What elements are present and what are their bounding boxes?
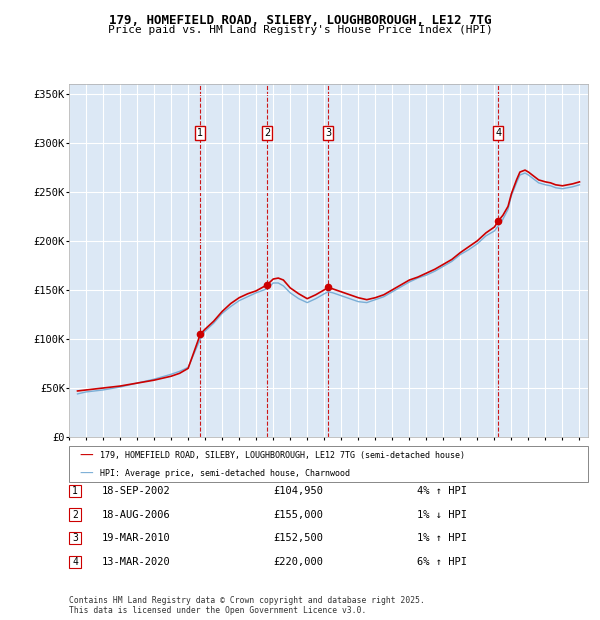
Text: —: — bbox=[80, 448, 94, 463]
Text: 3: 3 bbox=[72, 533, 78, 543]
Text: 1: 1 bbox=[197, 128, 203, 138]
Text: Contains HM Land Registry data © Crown copyright and database right 2025.
This d: Contains HM Land Registry data © Crown c… bbox=[69, 596, 425, 615]
Text: 179, HOMEFIELD ROAD, SILEBY, LOUGHBOROUGH, LE12 7TG: 179, HOMEFIELD ROAD, SILEBY, LOUGHBOROUG… bbox=[109, 14, 491, 27]
Text: 2: 2 bbox=[264, 128, 270, 138]
Text: £155,000: £155,000 bbox=[273, 510, 323, 520]
Text: 4% ↑ HPI: 4% ↑ HPI bbox=[417, 486, 467, 496]
Text: HPI: Average price, semi-detached house, Charnwood: HPI: Average price, semi-detached house,… bbox=[100, 469, 350, 478]
Text: 18-SEP-2002: 18-SEP-2002 bbox=[102, 486, 171, 496]
Text: 4: 4 bbox=[72, 557, 78, 567]
Text: 13-MAR-2020: 13-MAR-2020 bbox=[102, 557, 171, 567]
Text: 4: 4 bbox=[495, 128, 501, 138]
Text: 19-MAR-2010: 19-MAR-2010 bbox=[102, 533, 171, 543]
Text: £152,500: £152,500 bbox=[273, 533, 323, 543]
Text: 1% ↑ HPI: 1% ↑ HPI bbox=[417, 533, 467, 543]
Text: Price paid vs. HM Land Registry's House Price Index (HPI): Price paid vs. HM Land Registry's House … bbox=[107, 25, 493, 35]
Text: —: — bbox=[80, 466, 94, 480]
Text: 2: 2 bbox=[72, 510, 78, 520]
Text: 3: 3 bbox=[325, 128, 331, 138]
Text: £104,950: £104,950 bbox=[273, 486, 323, 496]
Text: 179, HOMEFIELD ROAD, SILEBY, LOUGHBOROUGH, LE12 7TG (semi-detached house): 179, HOMEFIELD ROAD, SILEBY, LOUGHBOROUG… bbox=[100, 451, 465, 460]
Text: 6% ↑ HPI: 6% ↑ HPI bbox=[417, 557, 467, 567]
Text: 18-AUG-2006: 18-AUG-2006 bbox=[102, 510, 171, 520]
Text: 1: 1 bbox=[72, 486, 78, 496]
Text: £220,000: £220,000 bbox=[273, 557, 323, 567]
Text: 1% ↓ HPI: 1% ↓ HPI bbox=[417, 510, 467, 520]
